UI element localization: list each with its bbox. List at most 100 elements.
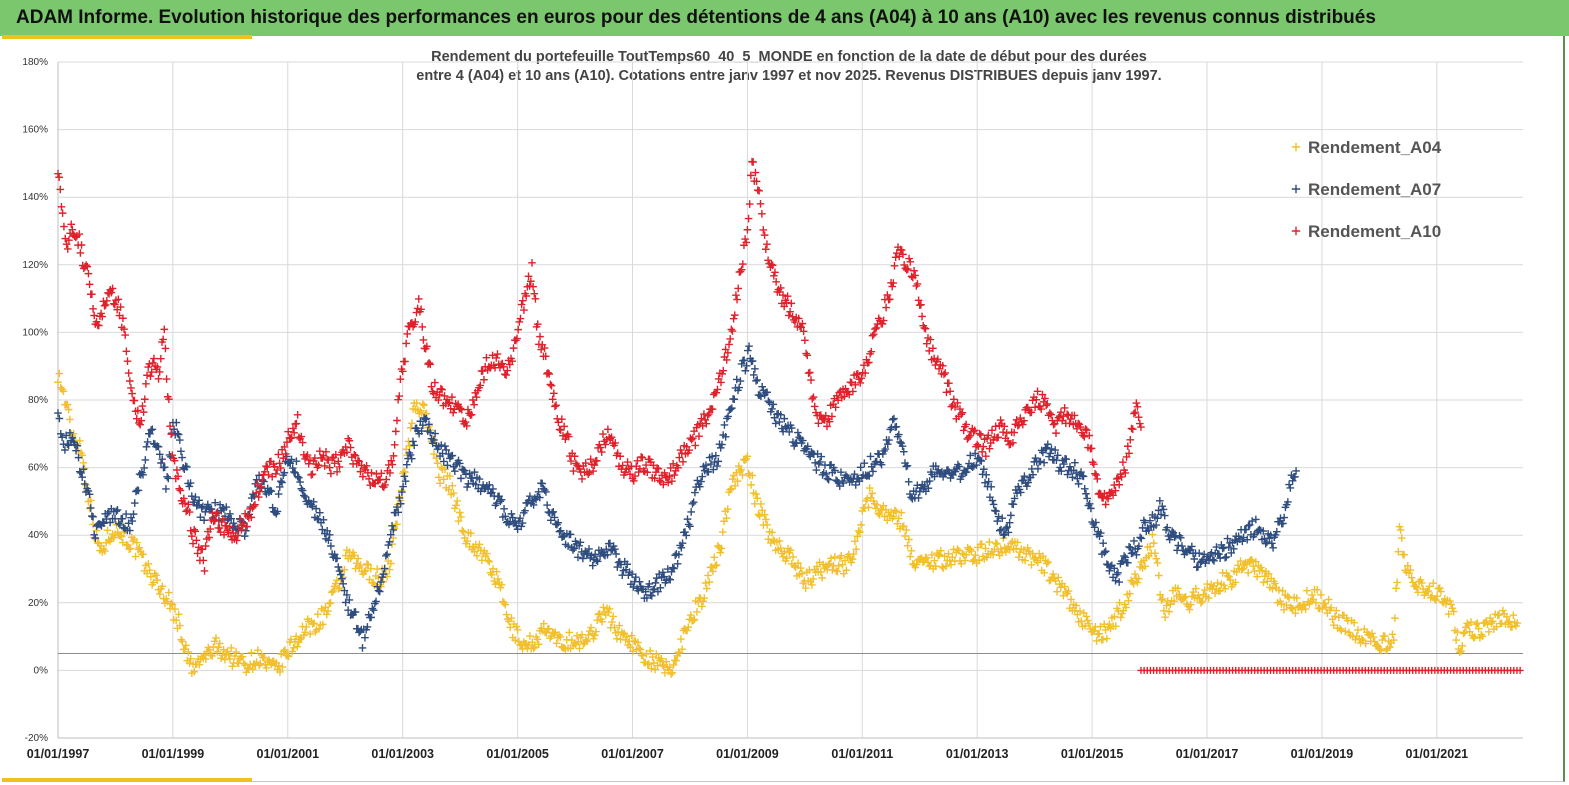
y-tick-label: 80% [28, 395, 48, 406]
rendement-a04-point [847, 558, 856, 567]
rendement-a10-point [1121, 469, 1130, 477]
rendement-a04-point [690, 615, 699, 624]
rendement-a04-point [326, 599, 335, 607]
rendement-a04-point [1239, 564, 1247, 573]
rendement-a04-point [457, 513, 465, 521]
rendement-a04-point [636, 645, 645, 654]
x-tick-label: 01/01/2015 [1061, 747, 1124, 761]
rendement-a10-point [878, 320, 887, 328]
rendement-a10-point [333, 467, 341, 476]
rendement-a10-point [448, 393, 456, 401]
rendement-a07-point [1062, 455, 1071, 464]
rendement-a07-point [678, 539, 687, 548]
rendement-a10-point [306, 456, 314, 464]
rendement-a07-point [1178, 542, 1186, 550]
rendement-a04-point [1152, 554, 1161, 563]
rendement-a10-point [254, 493, 263, 501]
rendement-a07-point [1029, 470, 1037, 479]
rendement-a10-point [303, 451, 312, 459]
rendement-a07-point [634, 586, 643, 595]
rendement-a10-point [139, 408, 148, 416]
rendement-a07-point [869, 467, 877, 476]
rendement-a04-point [1259, 578, 1268, 587]
rendement-a07-point [1285, 480, 1293, 489]
rendement-a04-point [1449, 607, 1458, 616]
rendement-a10-point [232, 536, 241, 545]
rendement-a10-point [435, 390, 444, 399]
rendement-a04-point [704, 571, 712, 580]
rendement-a07-point [851, 481, 860, 489]
rendement-a10-point [745, 200, 754, 208]
rendement-a04-point [1213, 579, 1222, 587]
rendement-a07-point [430, 436, 438, 444]
rendement-a07-point [535, 493, 544, 502]
rendement-a07-point [1082, 489, 1090, 498]
rendement-a10-point [604, 425, 612, 434]
rendement-a04-point [360, 567, 369, 576]
rendement-a07-point [1121, 553, 1130, 562]
rendement-a07-point [181, 462, 190, 471]
rendement-a07-point [612, 550, 620, 558]
rendement-a04-point [968, 557, 977, 566]
rendement-a04-point [1485, 628, 1493, 636]
rendement-a04-point [997, 545, 1005, 553]
rendement-a10-point [85, 280, 94, 289]
rendement-a04-point [669, 661, 678, 669]
rendement-a07-point [1080, 484, 1089, 493]
rendement-a04-point [605, 605, 614, 613]
rendement-a04-point [769, 536, 778, 544]
rendement-a10-point [121, 331, 130, 339]
rendement-a10-point [247, 513, 256, 522]
rendement-a04-point [1418, 579, 1426, 587]
rendement-a10-point [396, 375, 405, 383]
rendement-a07-point [569, 546, 577, 554]
rendement-a04-point [1131, 570, 1139, 578]
rendement-a10-point [727, 325, 736, 334]
legend-marker [1291, 142, 1301, 152]
rendement-a10-point [114, 295, 123, 304]
rendement-a10-point [771, 268, 779, 277]
rendement-a04-point [156, 590, 164, 598]
rendement-a10-point [127, 384, 135, 392]
rendement-a07-point [403, 460, 411, 469]
rendement-a04-point [1153, 559, 1162, 567]
rendement-a10-point [958, 408, 967, 417]
rendement-a04-point [1482, 617, 1491, 625]
rendement-a10-point [1125, 449, 1133, 458]
rendement-a04-point [1204, 594, 1213, 602]
rendement-a04-point [55, 369, 64, 378]
rendement-a04-point [627, 631, 636, 640]
rendement-a04-point [1457, 647, 1465, 655]
rendement-a07-point [795, 433, 803, 442]
rendement-a07-point [1229, 544, 1238, 553]
rendement-a04-point [1459, 629, 1468, 638]
rendement-a04-point [1487, 619, 1496, 627]
rendement-a07-point [1020, 472, 1029, 480]
rendement-a07-point [143, 438, 152, 446]
rendement-a04-point [446, 472, 454, 480]
rendement-a04-point [1289, 605, 1297, 613]
rendement-a04-point [944, 549, 953, 558]
rendement-a04-point [1253, 572, 1261, 581]
rendement-a10-point [973, 440, 982, 449]
rendement-a10-point [302, 453, 311, 461]
rendement-a10-point [170, 456, 179, 465]
rendement-a04-point [975, 556, 983, 565]
rendement-a04-point [1057, 583, 1065, 592]
rendement-a07-point [277, 477, 285, 486]
rendement-a04-point [1072, 601, 1080, 610]
rendement-a04-point [1433, 592, 1441, 600]
rendement-a10-point [810, 402, 819, 411]
rendement-a07-point [56, 430, 65, 438]
rendement-a07-point [80, 480, 89, 488]
rendement-a10-point [1042, 401, 1050, 410]
rendement-a07-point [293, 472, 302, 481]
rendement-a10-point [801, 336, 809, 345]
rendement-a07-point [85, 490, 94, 499]
rendement-a07-point [769, 400, 778, 409]
rendement-a07-point [148, 425, 157, 434]
rendement-a04-point [529, 644, 538, 652]
rendement-a10-point [584, 470, 592, 478]
rendement-a07-point [839, 479, 848, 487]
